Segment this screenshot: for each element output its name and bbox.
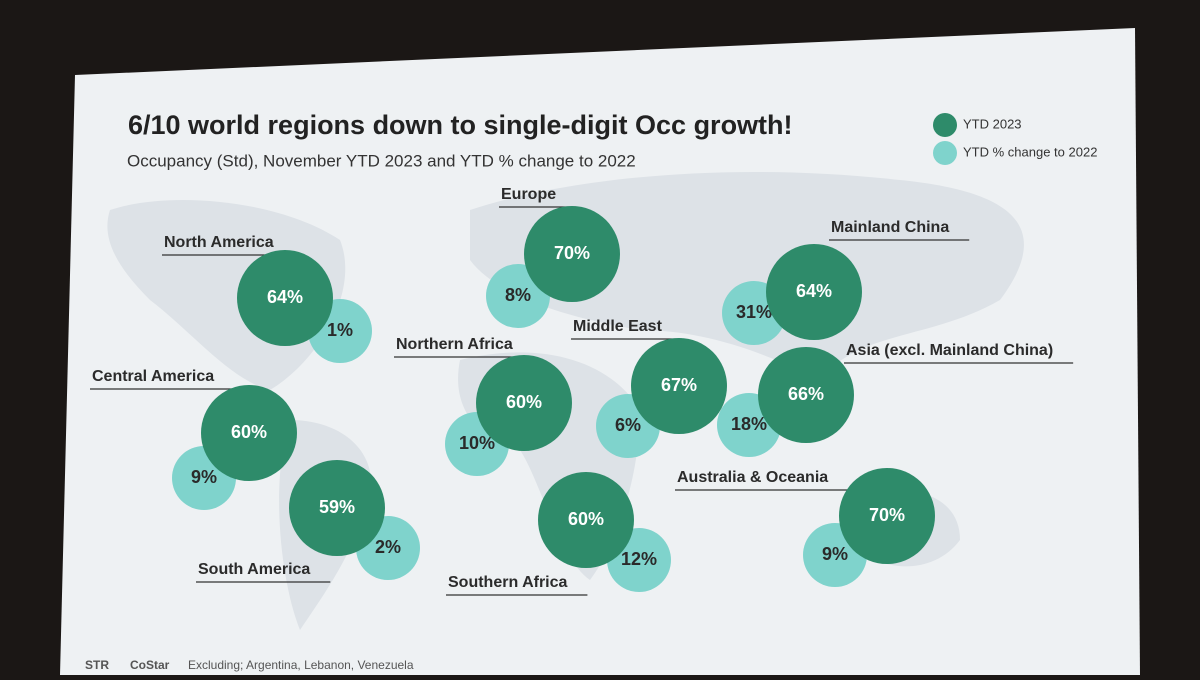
region-label: North America	[164, 234, 274, 251]
bubble-label: 9%	[822, 544, 848, 564]
region-label: Southern Africa	[448, 574, 568, 591]
region-label: South America	[198, 561, 310, 578]
ytd-bubble	[538, 472, 634, 568]
region-label: Australia & Oceania	[677, 469, 828, 486]
bubble-label: 8%	[505, 285, 531, 305]
region-label: Asia (excl. Mainland China)	[846, 342, 1053, 359]
bubble-label: 60%	[506, 392, 542, 412]
bubble-label: 59%	[319, 497, 355, 517]
ytd-bubble	[201, 385, 297, 481]
region-label: Mainland China	[831, 219, 949, 236]
bubble-label: 2%	[375, 537, 401, 557]
legend-label: YTD % change to 2022	[963, 144, 1097, 159]
region-label: Northern Africa	[396, 336, 513, 353]
ytd-bubble	[289, 460, 385, 556]
region-label: Europe	[501, 186, 556, 203]
title: 6/10 world regions down to single-digit …	[128, 110, 793, 140]
bubble-label: 60%	[231, 422, 267, 442]
bubble-label: 12%	[621, 549, 657, 569]
bubble-label: 66%	[788, 384, 824, 404]
ytd-bubble	[839, 468, 935, 564]
ytd-bubble	[524, 206, 620, 302]
bubble-label: 10%	[459, 433, 495, 453]
bubble-label: 64%	[267, 287, 303, 307]
logo: CoStar	[130, 658, 170, 672]
ytd-bubble	[476, 355, 572, 451]
region-label: Middle East	[573, 318, 663, 335]
legend-swatch	[933, 113, 957, 137]
legend-swatch	[933, 141, 957, 165]
bubble-label: 31%	[736, 302, 772, 322]
bubble-label: 67%	[661, 375, 697, 395]
bubble-label: 70%	[869, 505, 905, 525]
bubble-label: 64%	[796, 281, 832, 301]
subtitle: Occupancy (Std), November YTD 2023 and Y…	[127, 151, 636, 170]
bubble-label: 60%	[568, 509, 604, 529]
bubble-label: 70%	[554, 243, 590, 263]
ytd-bubble	[758, 347, 854, 443]
bubble-label: 18%	[731, 414, 767, 434]
bubble-label: 1%	[327, 320, 353, 340]
footnote: Excluding; Argentina, Lebanon, Venezuela	[188, 658, 414, 672]
ytd-bubble	[237, 250, 333, 346]
footer: STR CoStar Excluding; Argentina, Lebanon…	[85, 658, 414, 672]
ytd-bubble	[631, 338, 727, 434]
logo: STR	[85, 658, 109, 672]
legend-label: YTD 2023	[963, 116, 1022, 131]
ytd-bubble	[766, 244, 862, 340]
bubble-label: 6%	[615, 415, 641, 435]
region-label: Central America	[92, 368, 214, 385]
bubble-label: 9%	[191, 467, 217, 487]
